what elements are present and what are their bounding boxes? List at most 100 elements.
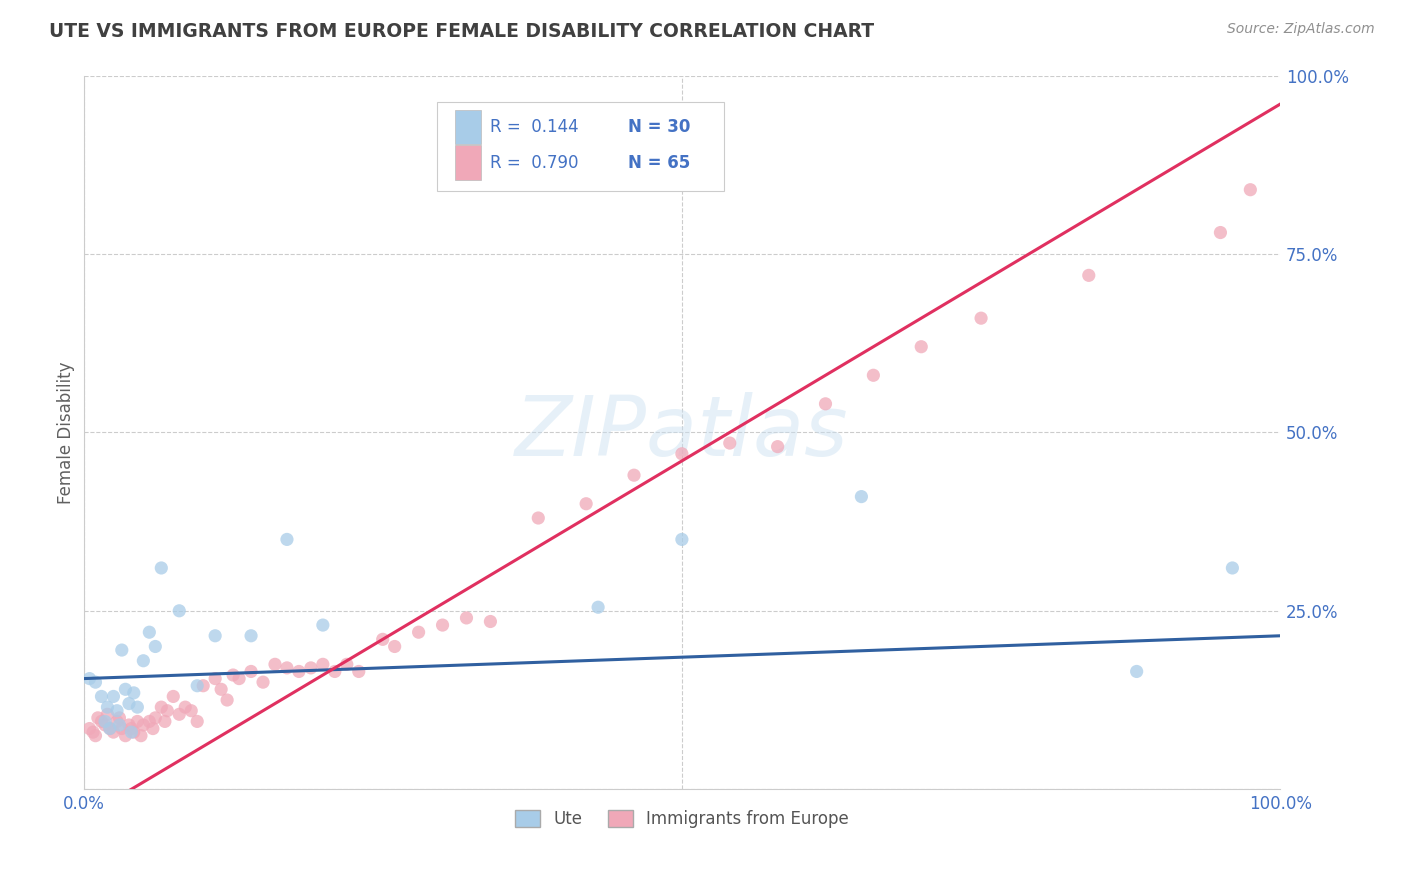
Point (90, 690, 112, 704)
Point (299, 661, 322, 675)
Text: R =  0.144: R = 0.144 (491, 118, 579, 136)
Point (193, 679, 215, 693)
Point (122, 725, 145, 739)
Point (1077, 268, 1099, 283)
Point (98, 722, 121, 736)
Point (84, 675, 107, 690)
Point (142, 722, 165, 736)
Point (264, 657, 287, 672)
Point (111, 643, 134, 657)
Point (143, 711, 166, 725)
Point (718, 436, 741, 450)
Point (456, 611, 478, 625)
Point (910, 340, 932, 354)
Point (150, 700, 173, 714)
Point (288, 665, 311, 679)
Point (217, 693, 239, 707)
Point (94, 714, 117, 729)
Point (384, 640, 406, 654)
Text: N = 30: N = 30 (628, 118, 690, 136)
Point (312, 657, 335, 672)
Point (108, 718, 131, 732)
Point (87, 711, 110, 725)
Text: N = 65: N = 65 (628, 153, 690, 171)
Point (150, 561, 173, 575)
Text: R =  0.790: R = 0.790 (491, 153, 579, 171)
Point (371, 632, 394, 647)
Point (105, 704, 128, 718)
Point (252, 675, 274, 690)
Point (156, 704, 179, 718)
Point (111, 722, 134, 736)
Point (851, 490, 873, 504)
Point (122, 686, 145, 700)
Point (204, 672, 226, 686)
Point (586, 600, 609, 615)
Point (1125, 665, 1147, 679)
Point (186, 714, 208, 729)
FancyBboxPatch shape (436, 102, 724, 191)
Point (240, 629, 263, 643)
Point (167, 604, 190, 618)
Point (127, 714, 149, 729)
Point (138, 625, 160, 640)
Point (94, 718, 117, 732)
Point (127, 700, 149, 714)
Point (222, 668, 245, 682)
Point (114, 682, 136, 697)
Point (323, 665, 346, 679)
Point (90, 714, 112, 729)
Point (814, 397, 837, 411)
Legend: Ute, Immigrants from Europe: Ute, Immigrants from Europe (509, 803, 855, 834)
Point (132, 654, 155, 668)
Point (103, 690, 125, 704)
Point (79, 722, 101, 736)
Point (138, 714, 160, 729)
Point (479, 615, 502, 629)
Point (132, 718, 155, 732)
Point (180, 704, 202, 718)
Point (1239, 183, 1261, 197)
Point (432, 618, 454, 632)
Point (96, 700, 118, 714)
Point (153, 714, 176, 729)
Y-axis label: Female Disability: Female Disability (58, 361, 75, 504)
Point (98, 722, 121, 736)
Point (862, 368, 884, 383)
Point (347, 665, 370, 679)
Point (623, 468, 645, 483)
Point (671, 447, 693, 461)
Text: Source: ZipAtlas.com: Source: ZipAtlas.com (1227, 22, 1375, 37)
Text: ZIPatlas: ZIPatlas (515, 392, 849, 473)
Bar (454, 110, 481, 144)
Point (408, 625, 430, 640)
Point (1222, 561, 1244, 575)
Point (120, 725, 142, 739)
Point (96, 707, 118, 722)
Point (118, 697, 141, 711)
Point (240, 665, 263, 679)
Point (103, 725, 125, 739)
Point (120, 722, 142, 736)
Point (671, 533, 693, 547)
Point (970, 311, 993, 326)
Point (1209, 226, 1232, 240)
Bar (454, 145, 481, 179)
Point (167, 707, 190, 722)
Point (204, 629, 226, 643)
Point (143, 640, 166, 654)
Point (82, 725, 104, 739)
Point (312, 618, 335, 632)
Point (186, 679, 208, 693)
Point (129, 729, 152, 743)
Point (766, 440, 789, 454)
Point (114, 729, 136, 743)
Point (84, 729, 107, 743)
Point (276, 661, 298, 675)
Point (79, 672, 101, 686)
Point (174, 700, 197, 714)
Point (105, 714, 128, 729)
Point (228, 672, 250, 686)
Point (108, 711, 131, 725)
Point (575, 497, 598, 511)
